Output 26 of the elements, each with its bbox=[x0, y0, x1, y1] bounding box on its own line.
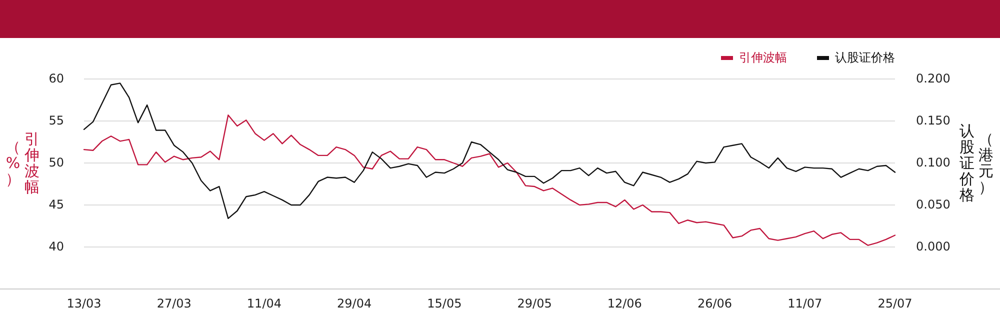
y-tick-label: 60 bbox=[48, 71, 64, 86]
x-tick-label: 26/06 bbox=[697, 296, 732, 310]
x-tick-label: 29/04 bbox=[337, 296, 372, 310]
y2-tick-label: 0.200 bbox=[916, 71, 950, 86]
y-tick-label: 50 bbox=[48, 155, 64, 170]
y2-tick-label: 0.150 bbox=[916, 113, 950, 128]
y2-tick-label: 0.100 bbox=[916, 155, 950, 170]
y-tick-label: 45 bbox=[48, 197, 64, 212]
y-axis-title: 引伸波幅（%） bbox=[6, 130, 40, 196]
x-tick-label: 13/03 bbox=[66, 296, 102, 310]
legend-label: 认股证价格 bbox=[835, 50, 895, 64]
x-tick-label: 12/06 bbox=[607, 296, 642, 310]
y2-tick-label: 0.050 bbox=[916, 197, 950, 212]
x-tick-label: 11/07 bbox=[788, 296, 822, 310]
y-tick-label: 40 bbox=[48, 239, 64, 254]
x-tick-label: 15/05 bbox=[427, 296, 462, 310]
y2-axis-title: 认股证价格（港元） bbox=[958, 122, 994, 204]
line-series bbox=[83, 114, 896, 246]
legend-label: 引伸波幅 bbox=[739, 50, 787, 64]
x-tick-label: 27/03 bbox=[156, 296, 192, 310]
x-tick-label: 25/07 bbox=[878, 296, 912, 310]
x-tick-label: 29/05 bbox=[517, 296, 552, 310]
y2-tick-label: 0.000 bbox=[916, 239, 950, 254]
line-series bbox=[83, 82, 896, 220]
y-tick-label: 55 bbox=[48, 113, 64, 128]
x-tick-label: 11/04 bbox=[246, 296, 282, 310]
